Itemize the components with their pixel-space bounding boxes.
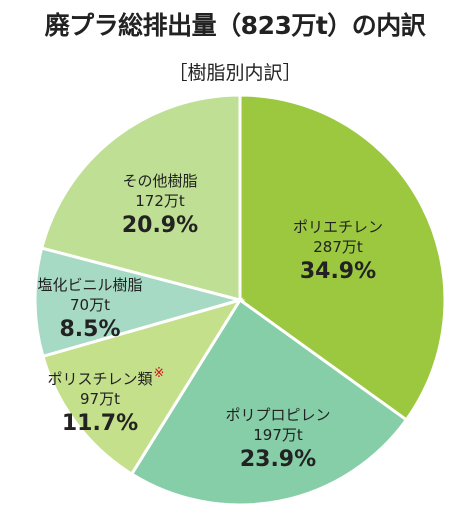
slice-name-polystyrene: ポリスチレン類 (47, 370, 152, 388)
pie-labels: ポリエチレン 287万t 34.9% ポリプロピレン 197万t 23.9% ポリスチレン類… (37, 172, 383, 472)
slice-amount-pvc: 70万t (70, 296, 110, 314)
slice-amount-polystyrene: 97万t (80, 390, 120, 408)
slice-percent-other: 20.9% (122, 213, 198, 238)
pie-slice-other (39, 93, 242, 302)
slice-name-other: その他樹脂 (122, 172, 197, 190)
slice-percent-polyethylene: 34.9% (300, 259, 376, 284)
pie-slice-pvc (33, 246, 246, 359)
slice-label-polypropylene: ポリプロピレン 197万t 23.9% (225, 406, 330, 472)
slice-label-other: その他樹脂 172万t 20.9% (122, 172, 198, 238)
slice-percent-pvc: 8.5% (59, 317, 120, 342)
slice-amount-polyethylene: 287万t (313, 238, 363, 256)
slice-percent-polystyrene: 11.7% (62, 411, 138, 436)
chart-subtitle: ［樹脂別内訳］ (168, 62, 302, 84)
slice-label-polyethylene: ポリエチレン 287万t 34.9% (293, 218, 383, 284)
slice-label-polystyrene: ポリスチレン類 ※ 97万t 11.7% (47, 366, 164, 436)
slice-name-polyethylene: ポリエチレン (293, 218, 383, 236)
pie-slices (33, 93, 447, 507)
slice-name-polypropylene: ポリプロピレン (225, 406, 330, 424)
slice-label-pvc: 塩化ビニル樹脂 70万t 8.5% (37, 276, 142, 342)
pie-slice-polypropylene (129, 297, 409, 507)
chart-title: 廃プラ総排出量（823万t）の内訳 (44, 11, 426, 40)
slice-amount-polypropylene: 197万t (253, 426, 303, 444)
slice-amount-other: 172万t (135, 192, 185, 210)
slice-name-pvc: 塩化ビニル樹脂 (37, 276, 142, 294)
pie-slice-polyethylene (238, 93, 447, 422)
slice-percent-polypropylene: 23.9% (240, 447, 316, 472)
slice-note-polystyrene: ※ (154, 366, 165, 381)
